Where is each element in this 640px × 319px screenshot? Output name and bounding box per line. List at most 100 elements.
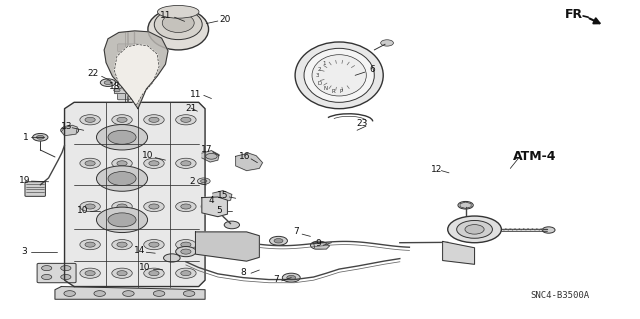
Circle shape — [112, 240, 132, 250]
Circle shape — [42, 274, 52, 279]
Text: 18: 18 — [109, 82, 120, 91]
Text: D: D — [318, 81, 322, 85]
Text: 6: 6 — [369, 65, 375, 74]
Circle shape — [448, 216, 501, 243]
Ellipse shape — [212, 238, 234, 248]
Ellipse shape — [295, 42, 383, 109]
Polygon shape — [195, 232, 259, 261]
Circle shape — [117, 242, 127, 247]
Circle shape — [108, 172, 136, 186]
Circle shape — [180, 117, 191, 122]
Circle shape — [108, 130, 136, 144]
Text: 15: 15 — [217, 190, 228, 200]
Text: 14: 14 — [134, 246, 145, 255]
Polygon shape — [55, 286, 205, 299]
Text: 1: 1 — [322, 61, 326, 66]
Circle shape — [201, 201, 221, 211]
Circle shape — [112, 201, 132, 211]
Circle shape — [175, 115, 196, 125]
Circle shape — [180, 161, 191, 166]
Circle shape — [197, 178, 210, 184]
Text: FR: FR — [565, 8, 583, 20]
Text: 5: 5 — [216, 206, 222, 215]
Text: SNC4-B3500A: SNC4-B3500A — [530, 291, 589, 300]
Circle shape — [180, 271, 191, 276]
Text: 8: 8 — [241, 268, 246, 277]
Circle shape — [114, 89, 120, 92]
Circle shape — [108, 213, 136, 227]
Text: 10: 10 — [140, 263, 151, 272]
Circle shape — [175, 158, 196, 168]
Text: 7: 7 — [274, 275, 280, 284]
Circle shape — [97, 124, 148, 150]
Text: 13: 13 — [61, 122, 72, 131]
Circle shape — [144, 158, 164, 168]
Circle shape — [144, 240, 164, 250]
Circle shape — [61, 274, 71, 279]
Circle shape — [112, 268, 132, 278]
Circle shape — [458, 201, 473, 209]
Circle shape — [462, 203, 469, 207]
Circle shape — [274, 239, 283, 243]
Ellipse shape — [205, 235, 241, 251]
Circle shape — [80, 240, 100, 250]
Text: 11: 11 — [160, 11, 172, 20]
Polygon shape — [314, 243, 330, 249]
Text: 17: 17 — [200, 145, 212, 154]
Ellipse shape — [304, 48, 374, 102]
Text: R: R — [332, 89, 335, 94]
Circle shape — [200, 180, 207, 183]
Polygon shape — [104, 31, 168, 109]
Ellipse shape — [312, 55, 366, 96]
Circle shape — [144, 115, 164, 125]
Circle shape — [80, 201, 100, 211]
Polygon shape — [61, 125, 77, 136]
Circle shape — [85, 117, 95, 122]
Ellipse shape — [148, 9, 209, 50]
Circle shape — [287, 275, 296, 280]
Text: 3: 3 — [22, 247, 27, 256]
Text: 10: 10 — [77, 206, 88, 215]
Ellipse shape — [163, 13, 194, 33]
FancyBboxPatch shape — [118, 60, 140, 68]
Polygon shape — [65, 102, 205, 286]
Circle shape — [149, 242, 159, 247]
FancyBboxPatch shape — [118, 44, 140, 51]
Circle shape — [85, 161, 95, 166]
Circle shape — [154, 291, 165, 296]
Text: 16: 16 — [239, 152, 250, 161]
Ellipse shape — [157, 5, 199, 18]
Circle shape — [175, 268, 196, 278]
Circle shape — [61, 126, 79, 135]
Circle shape — [149, 271, 159, 276]
Circle shape — [175, 240, 196, 250]
Text: ATM-4: ATM-4 — [513, 151, 556, 163]
FancyBboxPatch shape — [118, 79, 140, 87]
Circle shape — [310, 241, 327, 249]
Text: N: N — [324, 86, 328, 91]
Circle shape — [180, 242, 191, 247]
Circle shape — [117, 117, 127, 122]
Text: 10: 10 — [142, 151, 154, 160]
Text: 20: 20 — [220, 15, 231, 24]
Text: 2: 2 — [317, 67, 321, 72]
Circle shape — [205, 153, 217, 159]
FancyBboxPatch shape — [37, 263, 76, 283]
Circle shape — [144, 201, 164, 211]
Circle shape — [117, 161, 127, 166]
Ellipse shape — [154, 10, 202, 40]
Text: 19: 19 — [19, 176, 30, 185]
Circle shape — [224, 221, 239, 229]
FancyBboxPatch shape — [25, 182, 45, 196]
Polygon shape — [115, 45, 159, 106]
Circle shape — [100, 79, 116, 86]
Circle shape — [183, 291, 195, 296]
Circle shape — [97, 166, 148, 191]
Circle shape — [144, 268, 164, 278]
Circle shape — [94, 291, 106, 296]
Circle shape — [269, 236, 287, 245]
Text: 22: 22 — [88, 69, 99, 78]
Circle shape — [112, 115, 132, 125]
Text: 9: 9 — [316, 239, 321, 248]
Polygon shape — [460, 202, 471, 208]
